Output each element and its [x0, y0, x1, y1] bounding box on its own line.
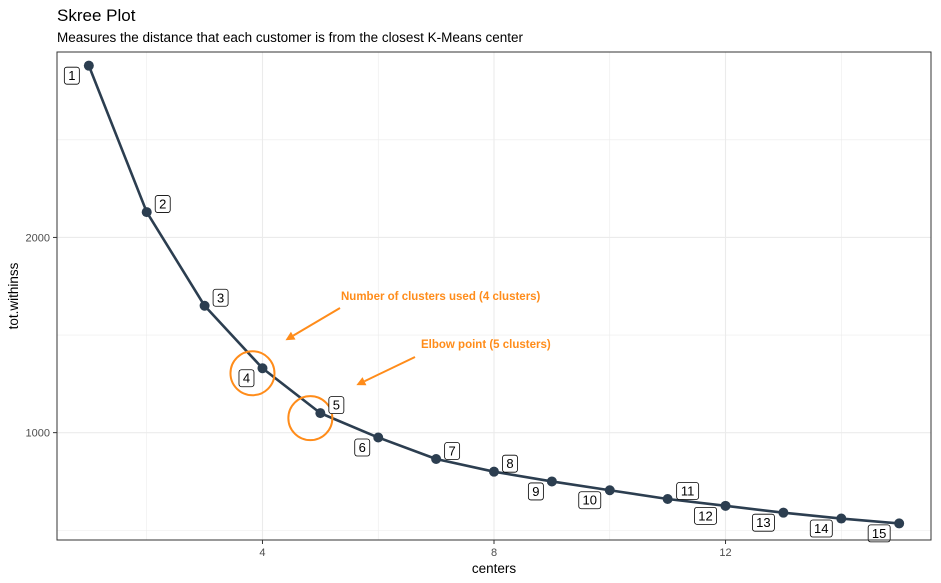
y-tick-label: 2000 — [26, 232, 50, 244]
data-point-2 — [141, 207, 152, 218]
highlight-circle-5 — [287, 395, 334, 442]
panel-border — [56, 51, 932, 541]
highlight-layer — [229, 350, 334, 442]
data-point-1 — [83, 60, 94, 71]
chart-subtitle: Measures the distance that each customer… — [57, 30, 523, 45]
y-tick-label: 1000 — [26, 428, 50, 440]
point-label-box — [328, 396, 345, 415]
point-label-text: 1 — [68, 68, 75, 83]
point-label-8: 8 — [502, 454, 518, 473]
point-label-4: 4 — [238, 369, 255, 388]
point-label-box — [527, 482, 544, 501]
point-label-10: 10 — [578, 491, 602, 510]
point-label-2: 2 — [154, 195, 171, 213]
annotation-text: Elbow point (5 clusters) — [421, 339, 551, 351]
annotation-text: Number of clusters used (4 clusters) — [341, 291, 541, 303]
point-label-text: 14 — [814, 521, 828, 536]
annotation-arrow-shaft — [292, 307, 341, 337]
annotation-layer: Number of clusters used (4 clusters) Elbo… — [285, 291, 551, 386]
data-point-12 — [720, 500, 731, 511]
point-label-6: 6 — [354, 438, 371, 457]
point-label-box — [867, 524, 891, 543]
point-label-box — [502, 454, 518, 473]
point-label-5: 5 — [328, 396, 345, 415]
data-point-14 — [836, 513, 847, 524]
y-axis-title: tot.withinss — [6, 262, 21, 329]
point-label-text: 7 — [449, 443, 456, 458]
data-point-11 — [662, 494, 673, 505]
point-label-7: 7 — [444, 442, 461, 460]
point-label-11: 11 — [676, 482, 700, 500]
point-label-box — [444, 442, 461, 460]
data-point-9 — [546, 476, 557, 487]
major-grid — [57, 52, 931, 540]
axes: 4 8 12 1000 2000 — [26, 232, 732, 559]
data-point-6 — [373, 432, 384, 443]
point-label-text: 6 — [359, 440, 366, 455]
point-label-14: 14 — [809, 519, 833, 538]
data-point-5 — [315, 408, 326, 419]
point-label-text: 11 — [681, 484, 695, 499]
point-label-box — [154, 195, 171, 213]
annotation-arrow-head — [356, 377, 367, 386]
point-label-text: 12 — [698, 508, 712, 523]
annotation-arrow-head — [285, 331, 296, 341]
point-label-text: 15 — [872, 526, 886, 541]
point-label-text: 13 — [756, 515, 770, 530]
point-label-box — [578, 491, 602, 510]
point-label-text: 8 — [506, 456, 513, 471]
x-axis-title: centers — [472, 561, 517, 576]
data-point-4 — [257, 363, 268, 374]
data-point-7 — [431, 453, 442, 464]
annotation-arrow-shaft — [364, 356, 416, 383]
chart-title: Skree Plot — [57, 6, 136, 25]
point-label-text: 3 — [217, 290, 224, 305]
data-point-13 — [778, 507, 789, 518]
series-line-layer — [83, 60, 905, 529]
data-point-15 — [894, 518, 905, 529]
data-point-10 — [604, 485, 615, 496]
point-label-box — [676, 482, 700, 500]
point-label-12: 12 — [694, 506, 717, 525]
x-tick-label: 8 — [491, 547, 497, 559]
point-label-text: 4 — [243, 371, 250, 386]
point-label-box — [694, 506, 717, 525]
point-label-9: 9 — [527, 482, 544, 501]
point-label-1: 1 — [63, 66, 80, 85]
point-label-3: 3 — [212, 288, 229, 307]
point-label-15: 15 — [867, 524, 891, 543]
point-label-text: 2 — [159, 197, 166, 212]
point-label-box — [212, 288, 229, 307]
data-point-8 — [489, 466, 499, 477]
point-label-13: 13 — [752, 513, 775, 532]
point-label-text: 5 — [333, 398, 340, 413]
point-label-box — [354, 438, 371, 457]
highlight-circle-4 — [229, 350, 276, 397]
x-tick-label: 12 — [719, 547, 731, 559]
point-label-box — [63, 66, 80, 85]
point-label-box — [809, 519, 833, 538]
point-label-box — [752, 513, 775, 532]
point-label-text: 10 — [583, 493, 597, 508]
point-label-text: 9 — [532, 484, 539, 499]
data-point-3 — [199, 300, 210, 311]
point-label-box — [238, 369, 255, 388]
x-tick-label: 4 — [259, 547, 265, 559]
